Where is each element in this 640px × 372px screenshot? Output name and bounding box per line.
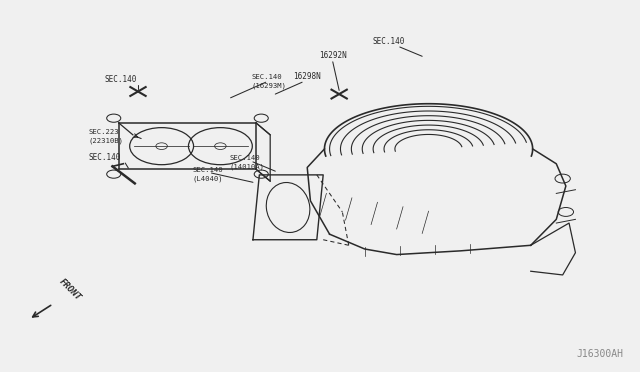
- Text: J16300AH: J16300AH: [577, 349, 623, 359]
- Text: SEC.140: SEC.140: [251, 74, 282, 80]
- Text: 16292N: 16292N: [319, 51, 346, 60]
- Text: SEC.140: SEC.140: [104, 75, 136, 84]
- Text: SEC.140: SEC.140: [229, 155, 260, 161]
- Text: (22310B): (22310B): [89, 138, 124, 144]
- Text: (L4040): (L4040): [192, 175, 223, 182]
- Text: 16298N: 16298N: [293, 73, 321, 81]
- Text: SEC.140: SEC.140: [89, 153, 121, 162]
- Text: SEC.140: SEC.140: [372, 37, 404, 46]
- Text: FRONT: FRONT: [57, 277, 83, 302]
- Text: (14010A): (14010A): [229, 163, 264, 170]
- Text: (16293M): (16293M): [251, 83, 286, 90]
- Text: SEC.223: SEC.223: [89, 129, 120, 135]
- Text: SEC.140: SEC.140: [192, 167, 223, 173]
